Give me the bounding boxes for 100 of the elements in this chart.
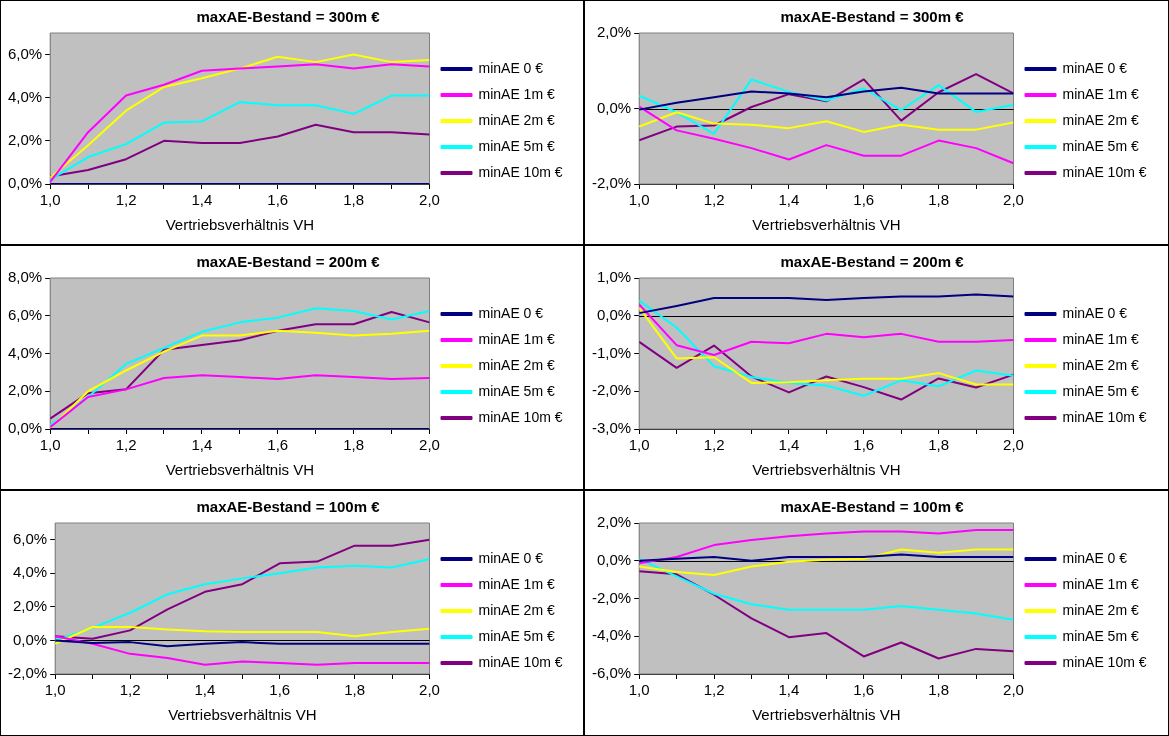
legend-label: minAE 0 € — [478, 59, 544, 76]
x-tick-label: 1,8 — [928, 681, 950, 699]
x-tick-label: 2,0 — [1003, 191, 1024, 209]
legend-label: minAE 0 € — [478, 304, 544, 321]
y-tick-label: 4,0% — [12, 563, 48, 581]
x-tick-label: 2,0 — [419, 436, 440, 454]
y-tick-label: 0,0% — [7, 174, 43, 192]
x-tick-label: 1,0 — [39, 436, 61, 454]
x-tick-label: 1,2 — [703, 681, 725, 699]
x-tick-label: 1,4 — [778, 681, 800, 699]
y-tick-label: 0,0% — [596, 305, 632, 323]
chart-title: maxAE-Bestand = 100m € — [780, 498, 965, 516]
y-tick-label: 2,0% — [596, 23, 632, 41]
x-tick-label: 1,6 — [853, 681, 875, 699]
legend-label: minAE 5m € — [1062, 137, 1139, 154]
x-tick-label: 2,0 — [419, 191, 440, 209]
y-tick-label: 6,0% — [7, 44, 43, 62]
y-tick-label: 8,0% — [7, 268, 43, 286]
x-tick-label: 1,4 — [194, 681, 216, 699]
x-tick-label: 1,2 — [115, 191, 137, 209]
x-tick-label: 1,4 — [191, 436, 213, 454]
chart-title: maxAE-Bestand = 300m € — [196, 8, 381, 26]
legend-label: minAE 2m € — [478, 111, 555, 128]
x-axis-title: Vertriebsverhältnis VH — [165, 216, 315, 234]
x-tick-label: 1,2 — [119, 681, 141, 699]
x-tick-label: 1,0 — [44, 681, 66, 699]
legend-label: minAE 10m € — [1062, 408, 1147, 425]
x-tick-label: 1,8 — [344, 681, 366, 699]
legend-label: minAE 5m € — [1062, 627, 1139, 644]
x-tick-label: 1,4 — [778, 191, 800, 209]
x-axis-title: Vertriebsverhältnis VH — [752, 706, 901, 724]
legend-label: minAE 5m € — [478, 137, 555, 154]
x-tick-label: 1,4 — [191, 191, 213, 209]
legend-label: minAE 1m € — [478, 330, 555, 347]
legend-label: minAE 10m € — [1062, 653, 1147, 670]
y-tick-label: 2,0% — [7, 131, 43, 148]
y-tick-label: -2,0% — [592, 174, 632, 192]
x-tick-label: 1,8 — [928, 191, 950, 209]
x-axis-title: Vertriebsverhältnis VH — [165, 461, 315, 479]
y-tick-label: -2,0% — [8, 664, 48, 682]
x-axis-title: Vertriebsverhältnis VH — [752, 461, 901, 479]
y-tick-label: 0,0% — [596, 98, 632, 116]
y-tick-label: 6,0% — [12, 529, 48, 547]
chart-title: maxAE-Bestand = 300m € — [780, 8, 965, 26]
legend-label: minAE 1m € — [478, 575, 555, 592]
chart-title: maxAE-Bestand = 200m € — [196, 253, 381, 271]
y-tick-label: 0,0% — [12, 630, 48, 648]
x-tick-label: 1,6 — [267, 191, 289, 209]
x-axis-title: Vertriebsverhältnis VH — [752, 216, 901, 234]
x-tick-label: 1,8 — [343, 436, 365, 454]
x-tick-label: 2,0 — [419, 681, 440, 699]
legend-label: minAE 2m € — [1062, 111, 1139, 128]
legend-label: minAE 10m € — [1062, 163, 1147, 180]
x-tick-label: 1,4 — [778, 436, 800, 454]
y-tick-label: -2,0% — [592, 588, 632, 606]
chart-title: maxAE-Bestand = 200m € — [780, 253, 965, 271]
legend-label: minAE 10m € — [478, 653, 563, 670]
legend-label: minAE 0 € — [1062, 549, 1128, 566]
y-tick-label: -4,0% — [592, 626, 632, 644]
x-tick-label: 1,0 — [628, 681, 650, 699]
y-tick-label: 0,0% — [7, 419, 43, 437]
legend-label: minAE 0 € — [1062, 59, 1128, 76]
y-tick-label: 1,0% — [596, 268, 632, 286]
y-tick-label: 0,0% — [596, 550, 632, 568]
legend-label: minAE 10m € — [478, 408, 563, 425]
x-tick-label: 2,0 — [1003, 436, 1024, 454]
x-tick-label: 1,6 — [853, 191, 875, 209]
legend-label: minAE 0 € — [478, 549, 544, 566]
x-axis-title: Vertriebsverhältnis VH — [168, 706, 317, 724]
legend-label: minAE 2m € — [478, 356, 555, 373]
y-tick-label: -1,0% — [592, 343, 632, 361]
x-tick-label: 1,8 — [928, 436, 950, 454]
y-tick-label: -2,0% — [592, 381, 632, 399]
legend-label: minAE 0 € — [1062, 304, 1128, 321]
legend-label: minAE 1m € — [1062, 330, 1139, 347]
y-tick-label: -3,0% — [592, 419, 632, 437]
y-tick-label: 2,0% — [12, 597, 48, 615]
y-tick-label: 4,0% — [7, 87, 43, 105]
x-tick-label: 1,6 — [269, 681, 291, 699]
x-tick-label: 2,0 — [1003, 681, 1024, 699]
x-tick-label: 1,2 — [703, 191, 725, 209]
legend-label: minAE 1m € — [1062, 575, 1139, 592]
x-tick-label: 1,6 — [853, 436, 875, 454]
x-tick-label: 1,0 — [39, 191, 61, 209]
y-tick-label: 4,0% — [7, 343, 43, 361]
legend-label: minAE 2m € — [478, 601, 555, 618]
legend-label: minAE 2m € — [1062, 356, 1139, 373]
legend-label: minAE 5m € — [478, 382, 555, 399]
x-tick-label: 1,0 — [628, 436, 650, 454]
legend-label: minAE 5m € — [478, 627, 555, 644]
y-tick-label: 2,0% — [596, 513, 632, 531]
legend-label: minAE 10m € — [478, 163, 563, 180]
x-tick-label: 1,2 — [703, 436, 725, 454]
y-tick-label: -6,0% — [592, 664, 632, 682]
x-tick-label: 1,0 — [628, 191, 650, 209]
legend-label: minAE 5m € — [1062, 382, 1139, 399]
x-tick-label: 1,6 — [267, 436, 289, 454]
legend-label: minAE 1m € — [1062, 85, 1139, 102]
chart-title: maxAE-Bestand = 100m € — [196, 498, 381, 516]
y-tick-label: 2,0% — [7, 381, 43, 399]
